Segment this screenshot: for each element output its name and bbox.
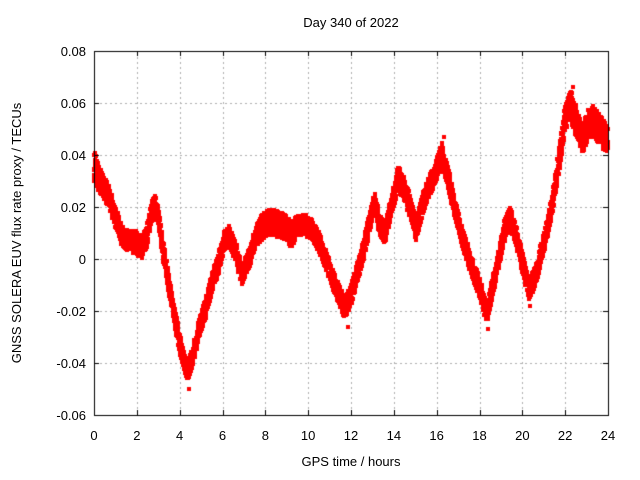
x-tick-label: 16: [429, 428, 444, 443]
x-tick-label: 2: [133, 428, 141, 443]
x-axis-label: GPS time / hours: [301, 454, 401, 469]
x-tick-label: 22: [557, 428, 573, 443]
x-tick-label: 24: [600, 428, 616, 443]
x-tick-label: 8: [261, 428, 269, 443]
y-tick-label: -0.06: [56, 408, 86, 423]
x-tick-label: 14: [386, 428, 402, 443]
x-tick-label: 4: [176, 428, 184, 443]
x-tick-label: 0: [90, 428, 98, 443]
x-tick-label: 18: [472, 428, 487, 443]
x-tick-label: 20: [515, 428, 530, 443]
y-tick-label: -0.04: [56, 356, 86, 371]
y-tick-label: -0.02: [56, 304, 86, 319]
y-tick-label: 0.08: [60, 44, 86, 59]
y-tick-label: 0.06: [60, 96, 86, 111]
x-tick-label: 12: [343, 428, 359, 443]
y-tick-label: 0.04: [60, 148, 86, 163]
chart-title: Day 340 of 2022: [303, 15, 399, 30]
y-tick-label: 0.02: [60, 200, 86, 215]
x-tick-label: 6: [218, 428, 227, 443]
y-tick-label: 0: [78, 252, 86, 267]
x-tick-label: 10: [300, 428, 316, 443]
